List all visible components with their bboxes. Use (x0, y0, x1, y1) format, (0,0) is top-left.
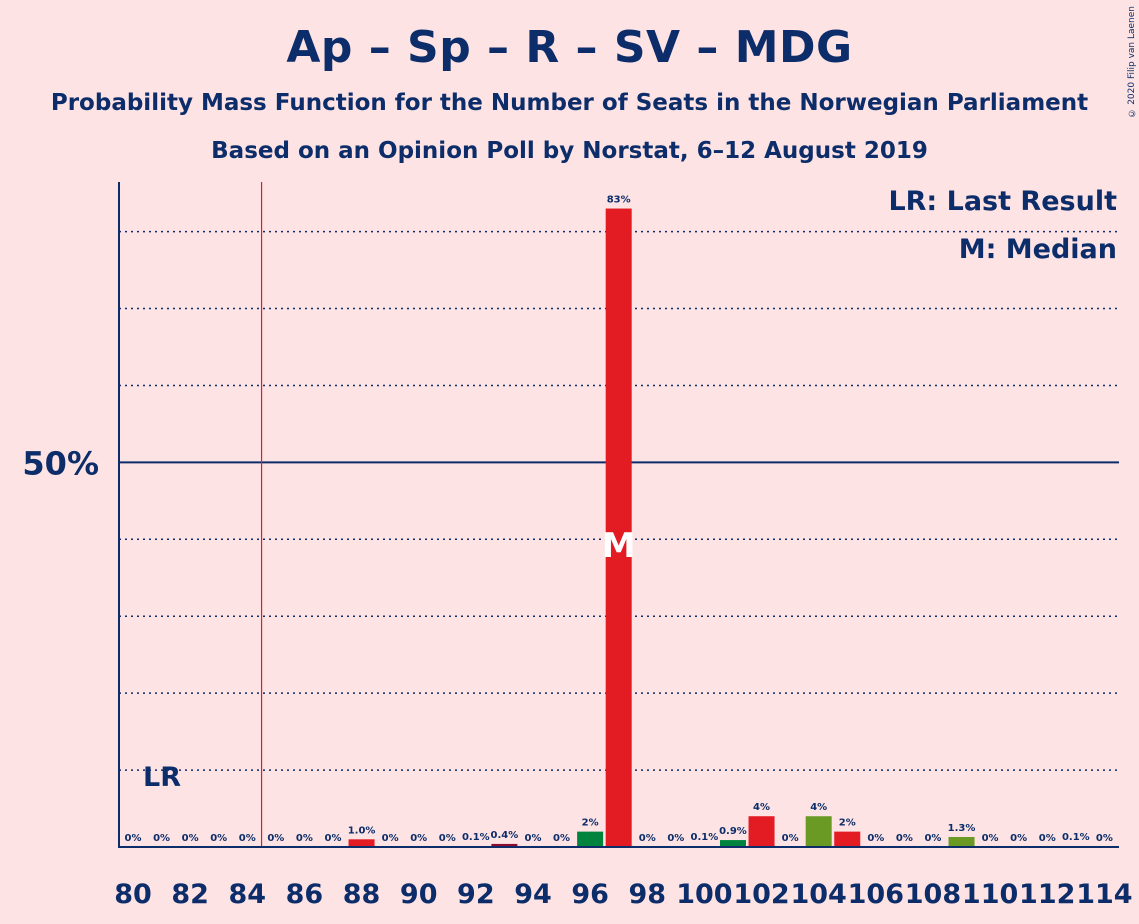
bar-96 (577, 831, 604, 847)
bar-97 (605, 208, 632, 848)
last-result-label: LR (143, 762, 181, 793)
value-label-113: 0.1% (1062, 832, 1090, 843)
x-tick-112: 112 (1019, 879, 1075, 910)
axes: 50% (22, 182, 1119, 848)
value-label-82: 0% (182, 833, 199, 844)
value-label-112: 0% (1039, 833, 1056, 844)
value-label-111: 0% (1010, 833, 1027, 844)
annotations: M LR LR: Last Result M: Median (143, 186, 1117, 793)
bar-101 (719, 840, 746, 847)
value-label-88: 1.0% (348, 825, 376, 836)
value-label-81: 0% (153, 833, 170, 844)
median-marker: M (602, 526, 636, 566)
value-label-93: 0.4% (491, 830, 519, 841)
value-label-108: 0% (924, 833, 941, 844)
value-labels: 0% 0% 0% 0% 0% 0% 0% 0%1.0%0% 0% 0% 0.1% 0.4% 0% 0%2%… (125, 195, 1113, 844)
value-label-84: 0% (239, 833, 256, 844)
x-tick-88: 88 (343, 879, 381, 910)
value-label-98: 0% (639, 833, 656, 844)
bar-104 (805, 816, 832, 847)
value-label-95: 0% (553, 833, 570, 844)
value-label-114: 0% (1096, 833, 1113, 844)
y-tick-50: 50% (22, 444, 99, 482)
x-tick-110: 110 (962, 879, 1018, 910)
x-tick-100: 100 (676, 879, 732, 910)
value-label-109: 1.3% (948, 823, 976, 834)
value-label-102: 4% (753, 802, 770, 813)
bar-105 (834, 831, 861, 847)
value-label-92: 0.1% (462, 832, 490, 843)
x-tick-94: 94 (514, 879, 552, 910)
bar-88 (348, 839, 375, 847)
chart-title: Ap – Sp – R – SV – MDG (286, 22, 853, 73)
x-tick-108: 108 (905, 879, 961, 910)
x-tick-102: 102 (733, 879, 789, 910)
x-tick-90: 90 (400, 879, 438, 910)
x-tick-84: 84 (228, 879, 266, 910)
value-label-80: 0% (125, 833, 142, 844)
bar-102 (748, 816, 775, 847)
x-tick-86: 86 (286, 879, 324, 910)
legend-median: M: Median (959, 234, 1117, 265)
value-label-101: 0.9% (719, 826, 747, 837)
value-label-103: 0% (782, 833, 799, 844)
value-label-90: 0% (410, 833, 427, 844)
value-label-100: 0.1% (691, 832, 719, 843)
value-label-97: 83% (607, 195, 631, 206)
value-label-83: 0% (210, 833, 227, 844)
x-tick-106: 106 (848, 879, 904, 910)
x-tick-92: 92 (457, 879, 495, 910)
value-label-106: 0% (867, 833, 884, 844)
value-label-99: 0% (667, 833, 684, 844)
chart-subtitle: Probability Mass Function for the Number… (50, 90, 1089, 116)
value-label-96: 2% (582, 818, 599, 829)
x-tick-114: 114 (1076, 879, 1132, 910)
value-label-105: 2% (839, 818, 856, 829)
chart-subtitle-poll: Based on an Opinion Poll by Norstat, 6–1… (211, 138, 928, 164)
value-label-89: 0% (382, 833, 399, 844)
value-label-110: 0% (982, 833, 999, 844)
x-tick-104: 104 (790, 879, 846, 910)
x-tick-82: 82 (171, 879, 209, 910)
value-label-107: 0% (896, 833, 913, 844)
value-label-94: 0% (524, 833, 541, 844)
x-tick-labels: 80 82 84 86 88 90 92 94 96 98 100 102 104 106 108 110 11… (114, 879, 1132, 910)
bar-93 (491, 843, 518, 847)
bar-109 (948, 837, 975, 847)
bars (348, 208, 1089, 848)
value-label-91: 0% (439, 833, 456, 844)
value-label-104: 4% (810, 802, 827, 813)
value-label-85: 0% (267, 833, 284, 844)
x-tick-98: 98 (628, 879, 666, 910)
x-tick-80: 80 (114, 879, 152, 910)
value-label-86: 0% (296, 833, 313, 844)
x-tick-96: 96 (571, 879, 609, 910)
value-label-87: 0% (324, 833, 341, 844)
legend-last-result: LR: Last Result (888, 186, 1117, 217)
